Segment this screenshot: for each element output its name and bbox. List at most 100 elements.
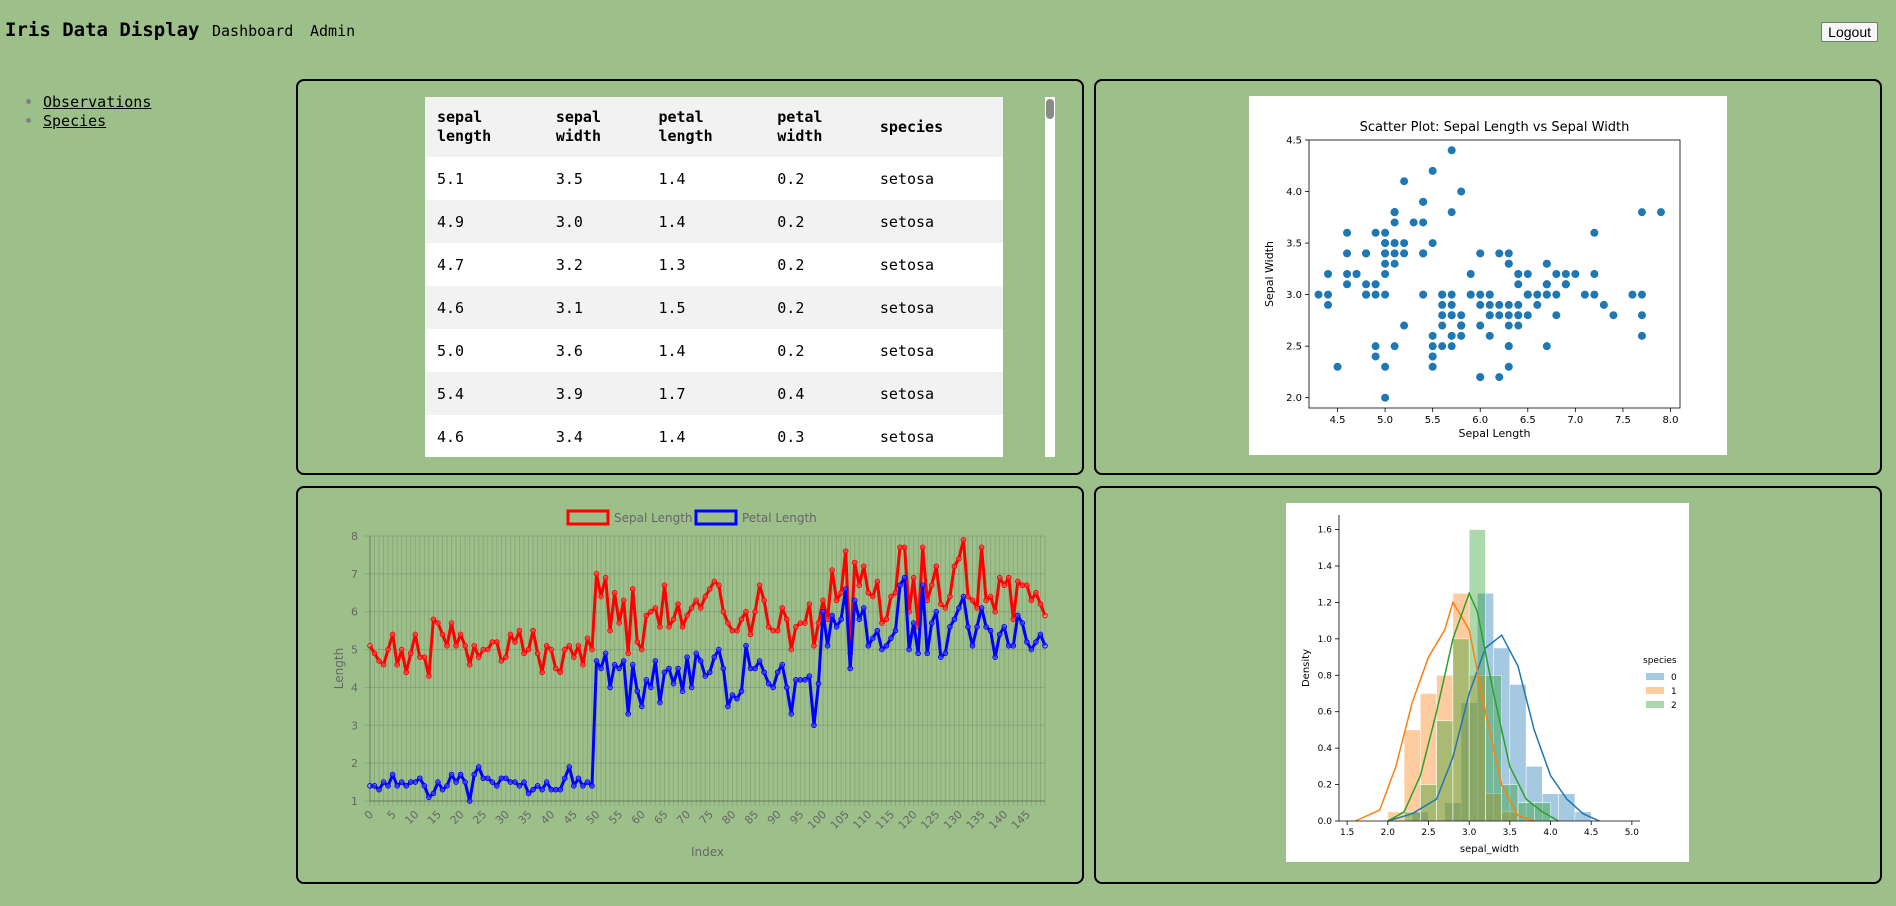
series-point	[530, 786, 536, 793]
series-point	[679, 688, 686, 695]
series-point	[634, 688, 641, 695]
scatter-point	[1324, 270, 1333, 278]
series-point	[743, 642, 749, 649]
series-point	[439, 786, 446, 793]
y-tick-label: 1	[351, 795, 358, 808]
y-tick-label: 2.0	[1286, 393, 1302, 404]
series-point	[625, 711, 632, 717]
nav-admin-link[interactable]: Admin	[310, 22, 356, 40]
x-tick-label: 35	[516, 808, 535, 827]
histogram-image: 1.5 2.0 2.5 3.0 3.5 4.0 4.5 5.0 0.0 0.2 0.4 0.6 0.8 1…	[1286, 503, 1689, 862]
series-point	[1042, 612, 1048, 619]
series-point	[702, 593, 709, 600]
table-cell: setosa	[867, 157, 1003, 200]
x-axis-label: Sepal Length	[1459, 427, 1531, 440]
scatter-title: Scatter Plot: Sepal Length vs Sepal Widt…	[1360, 120, 1630, 135]
series-point	[561, 646, 568, 653]
series-point	[706, 669, 713, 676]
scatter-point	[1390, 342, 1399, 351]
scatter-point	[1495, 300, 1504, 309]
series-point	[974, 624, 980, 630]
scatter-point	[1362, 290, 1371, 299]
scatter-point	[1381, 290, 1390, 299]
y-tick-label: 7	[351, 568, 358, 581]
series-point	[657, 699, 663, 706]
x-tick-label: 3.0	[1462, 828, 1477, 838]
series-point	[385, 783, 391, 789]
series-point	[851, 597, 858, 604]
table-cell: 4.9	[425, 200, 544, 243]
table-row: 4.9 3.0 1.4 0.2 setosa	[425, 200, 1003, 243]
column-header-petal-length[interactable]: petal length	[646, 97, 766, 157]
scatter-point	[1476, 300, 1485, 309]
nav-dashboard-link[interactable]: Dashboard	[212, 22, 294, 40]
series-point	[539, 669, 545, 676]
series-point	[629, 661, 636, 668]
column-header-petal-width[interactable]: petal width	[765, 97, 868, 157]
observations-link[interactable]: Observations	[43, 93, 152, 111]
scatter-point	[1637, 311, 1646, 320]
y-tick-label: 0.6	[1318, 708, 1333, 718]
series-point	[457, 771, 464, 778]
series-point	[548, 646, 555, 653]
series-point	[765, 680, 772, 687]
series-point	[679, 624, 686, 630]
table-cell: 3.0	[543, 200, 647, 243]
series-point	[684, 654, 690, 660]
table-scrollbar-thumb[interactable]	[1046, 99, 1054, 119]
y-tick-label: 1.4	[1318, 562, 1333, 572]
scatter-point	[1542, 280, 1551, 289]
x-tick-label: 4.0	[1543, 828, 1558, 838]
kde-line	[1354, 600, 1535, 822]
scatter-point	[1390, 259, 1399, 268]
series-point	[657, 624, 663, 630]
series-point	[1033, 589, 1039, 596]
y-tick-label: 0.4	[1318, 744, 1333, 754]
series-point	[951, 563, 958, 570]
series-point	[829, 612, 835, 619]
series-point	[815, 620, 822, 626]
scatter-point	[1542, 259, 1551, 268]
table-cell: 0.2	[765, 329, 868, 372]
series-point	[1001, 624, 1008, 630]
series-point	[584, 635, 591, 642]
series-point	[892, 627, 899, 634]
series-point	[847, 665, 854, 672]
series-point	[398, 779, 405, 785]
series-point	[788, 711, 795, 717]
series-point	[697, 658, 704, 664]
series-point	[734, 627, 740, 634]
series-point	[607, 627, 613, 634]
scatter-point	[1466, 290, 1475, 299]
series-point	[593, 658, 600, 664]
series-line	[370, 576, 1047, 803]
brand-title: Iris Data Display	[5, 19, 200, 41]
series-point	[389, 631, 396, 638]
scatter-point	[1419, 290, 1428, 299]
scatter-point	[1381, 259, 1390, 268]
series-point	[666, 665, 672, 672]
series-point	[897, 544, 903, 551]
logout-button[interactable]: Logout	[1821, 22, 1878, 42]
series-point	[874, 578, 881, 585]
scatter-point	[1400, 249, 1409, 258]
series-point	[974, 605, 980, 611]
column-header-sepal-width[interactable]: sepal width	[543, 97, 647, 157]
observations-table-container[interactable]: sepal length sepal width petal length petal…	[425, 97, 1003, 457]
series-point	[811, 642, 817, 649]
series-point	[512, 639, 518, 645]
column-header-species[interactable]: species	[867, 97, 1003, 157]
series-point	[833, 597, 840, 604]
column-header-sepal-length[interactable]: sepal length	[425, 97, 544, 157]
table-scrollbar[interactable]	[1045, 97, 1055, 457]
scatter-point	[1637, 208, 1646, 217]
series-point	[965, 593, 971, 600]
series-point	[648, 608, 654, 615]
species-link[interactable]: Species	[43, 112, 107, 130]
table-header-row: sepal length sepal width petal length petal…	[425, 97, 1003, 157]
scatter-point	[1590, 270, 1599, 278]
series-point	[453, 642, 459, 649]
histogram-bar	[1452, 638, 1470, 822]
series-point	[1019, 582, 1026, 589]
series-point	[924, 650, 931, 657]
